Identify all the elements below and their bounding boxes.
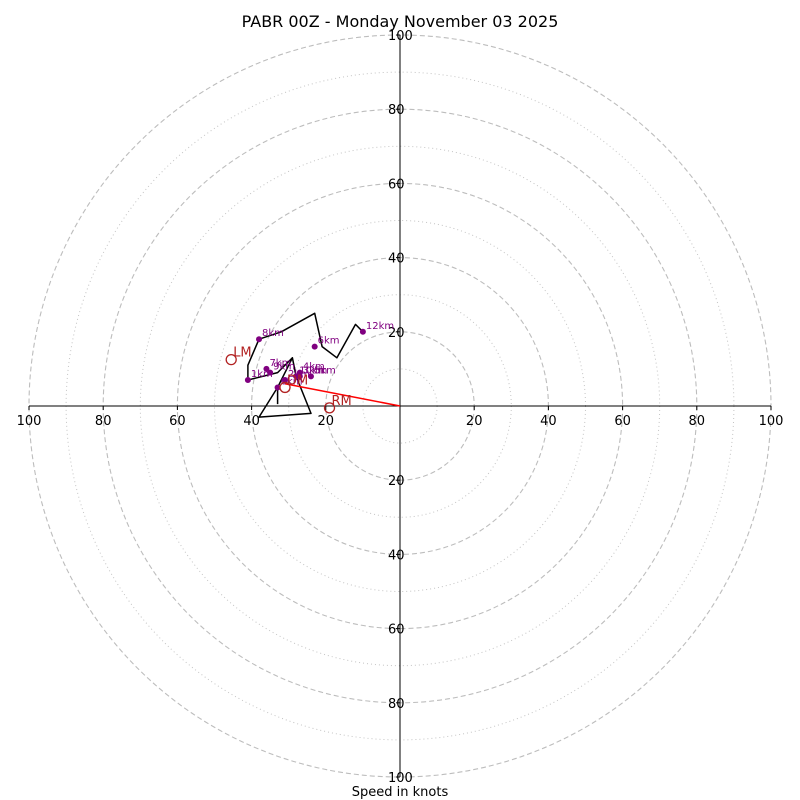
height-marker-12km [359, 328, 366, 335]
y-tick-label: 100 [388, 29, 413, 44]
height-marker-5km [307, 373, 314, 380]
height-label-10km: 10km [299, 365, 327, 376]
x-tick-label: 60 [169, 414, 186, 429]
height-label-12km: 12km [366, 321, 394, 332]
height-label-4km: 4km [303, 362, 325, 373]
height-marker-4km [296, 369, 303, 376]
x-tick-label: 20 [318, 414, 335, 429]
height-label-7km: 7km [269, 358, 291, 369]
tick-labels: 100 80 60 40 20 20 40 60 80 100 100 80 60 40 20 20 40 60 8… [17, 29, 784, 786]
height-label-1km: 1km [251, 369, 273, 380]
storm-motion-label-DM: DM [287, 373, 308, 388]
x-tick-label: 40 [243, 414, 260, 429]
y-tick-label: 80 [388, 697, 405, 712]
x-tick-label: 20 [466, 414, 483, 429]
x-tick-label: 40 [540, 414, 557, 429]
height-label-9km: 9km [273, 362, 295, 373]
y-tick-label: 60 [388, 177, 405, 192]
height-marker-8km [256, 336, 263, 343]
y-tick-label: 20 [388, 326, 405, 341]
x-tick-label: 100 [17, 414, 42, 429]
x-tick-label: 80 [689, 414, 706, 429]
y-tick-label: 100 [388, 771, 413, 786]
height-marker-2km [281, 377, 288, 384]
height-label-5km: 5km [314, 365, 336, 376]
height-marker-0km [274, 384, 281, 391]
height-label-6km: 6km [318, 336, 340, 347]
height-label-8km: 8km [262, 328, 284, 339]
height-marker-6km [311, 343, 318, 350]
shear-vector [284, 383, 401, 407]
x-tick-label: 100 [759, 414, 784, 429]
y-tick-label: 80 [388, 103, 405, 118]
y-tick-label: 60 [388, 623, 405, 638]
height-marker-1km [244, 377, 251, 384]
storm-motion-marker-LM [225, 353, 237, 366]
height-marker-9km [267, 369, 274, 376]
height-label-0km: 0km [281, 376, 303, 387]
height-marker-7km [263, 365, 270, 372]
height-marker-10km [293, 373, 300, 380]
storm-motion-label-LM: LM [233, 346, 251, 361]
y-tick-label: 40 [388, 548, 405, 563]
y-tick-label: 20 [388, 474, 405, 489]
y-tick-label: 40 [388, 252, 405, 267]
x-tick-label: 60 [614, 414, 631, 429]
chart-title: PABR 00Z - Monday November 03 2025 [242, 12, 559, 31]
storm-motion-marker-RM [323, 402, 336, 414]
x-axis-label: Speed in knots [352, 785, 449, 800]
x-tick-label: 80 [95, 414, 112, 429]
storm-motion-label-RM: RM [332, 394, 352, 409]
height-label-3km: 3km [303, 365, 325, 376]
storm-motion-marker-DM [279, 381, 291, 394]
storm-motions: LM RM DM [225, 346, 352, 414]
height-markers: 0km1km2km3km4km5km6km7km8km9km10km12km [244, 321, 394, 391]
